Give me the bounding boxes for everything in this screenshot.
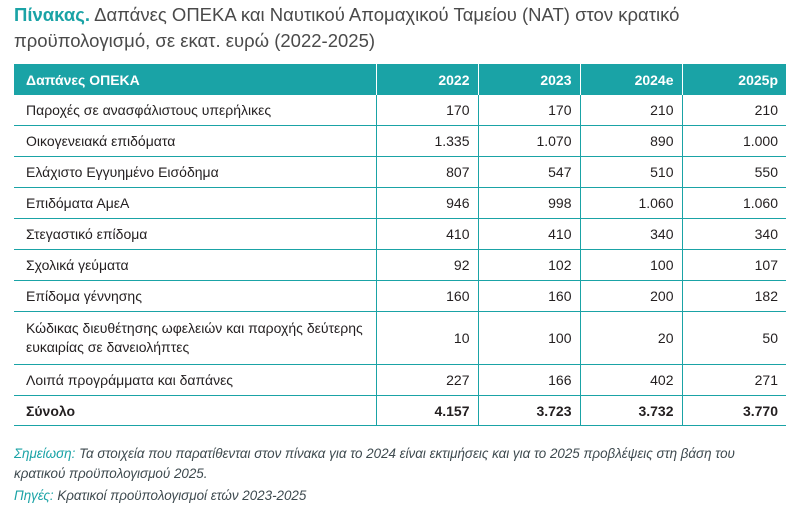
total-value: 3.723	[477, 395, 580, 426]
column-header: 2022	[375, 64, 478, 95]
page-title: Πίνακας. Δαπάνες ΟΠΕΚΑ και Ναυτικού Απομ…	[14, 2, 786, 54]
note-text: Τα στοιχεία που παρατίθενται στον πίνακα…	[14, 446, 735, 481]
cell-value: 92	[375, 249, 478, 281]
cell-value: 160	[375, 280, 478, 312]
source-label: Πηγές:	[14, 488, 54, 503]
table-row: Στεγαστικό επίδομα 410 410 340 340	[14, 218, 786, 250]
cell-value: 550	[681, 156, 786, 188]
row-label: Επίδομα γέννησης	[14, 280, 376, 312]
cell-value: 410	[477, 218, 580, 250]
cell-value: 160	[477, 280, 580, 312]
cell-value: 1.060	[579, 187, 682, 219]
cell-value: 340	[681, 218, 786, 250]
row-label: Επιδόματα ΑμεΑ	[14, 187, 376, 219]
cell-value: 1.060	[681, 187, 786, 219]
cell-value: 890	[579, 125, 682, 157]
cell-value: 402	[579, 364, 682, 396]
cell-value: 107	[681, 249, 786, 281]
cell-value: 340	[579, 218, 682, 250]
cell-value: 1.070	[477, 125, 580, 157]
total-row: Σύνολο 4.157 3.723 3.732 3.770	[14, 395, 786, 426]
row-label: Παροχές σε ανασφάλιστους υπερήλικες	[14, 95, 376, 126]
cell-value: 210	[681, 95, 786, 126]
cell-value: 170	[477, 95, 580, 126]
cell-value: 210	[579, 95, 682, 126]
column-header: 2024e	[579, 64, 682, 95]
title-lead: Πίνακας.	[14, 4, 90, 25]
total-value: 3.770	[681, 395, 786, 426]
total-value: 3.732	[579, 395, 682, 426]
total-value: 4.157	[375, 395, 478, 426]
cell-value: 50	[681, 311, 786, 365]
cell-value: 20	[579, 311, 682, 365]
table-row: Σχολικά γεύματα 92 102 100 107	[14, 249, 786, 281]
table-note: Σημείωση: Τα στοιχεία που παρατίθενται σ…	[14, 444, 786, 484]
title-text: Δαπάνες ΟΠΕΚΑ και Ναυτικού Απομαχικού Τα…	[14, 4, 680, 51]
row-label: Λοιπά προγράμματα και δαπάνες	[14, 364, 376, 396]
cell-value: 807	[375, 156, 478, 188]
cell-value: 1.335	[375, 125, 478, 157]
spending-table: Δαπάνες ΟΠΕΚΑ 2022 2023 2024e 2025p Παρο…	[14, 64, 786, 426]
cell-value: 547	[477, 156, 580, 188]
cell-value: 1.000	[681, 125, 786, 157]
column-header: 2023	[477, 64, 580, 95]
row-label: Ελάχιστο Εγγυημένο Εισόδημα	[14, 156, 376, 188]
column-header: 2025p	[681, 64, 786, 95]
table-row: Κώδικας διευθέτησης ωφελειών και παροχής…	[14, 311, 786, 365]
cell-value: 200	[579, 280, 682, 312]
row-label: Στεγαστικό επίδομα	[14, 218, 376, 250]
table-source: Πηγές: Κρατικοί προϋπολογισμοί ετών 2023…	[14, 486, 786, 506]
row-label: Σχολικά γεύματα	[14, 249, 376, 281]
table-row: Επιδόματα ΑμεΑ 946 998 1.060 1.060	[14, 187, 786, 219]
cell-value: 102	[477, 249, 580, 281]
cell-value: 410	[375, 218, 478, 250]
source-text: Κρατικοί προϋπολογισμοί ετών 2023-2025	[57, 488, 307, 503]
cell-value: 10	[375, 311, 478, 365]
cell-value: 166	[477, 364, 580, 396]
column-header: Δαπάνες ΟΠΕΚΑ	[14, 64, 376, 95]
table-row: Επίδομα γέννησης 160 160 200 182	[14, 280, 786, 312]
table-row: Οικογενειακά επιδόματα 1.335 1.070 890 1…	[14, 125, 786, 157]
cell-value: 271	[681, 364, 786, 396]
cell-value: 227	[375, 364, 478, 396]
cell-value: 100	[579, 249, 682, 281]
table-row: Ελάχιστο Εγγυημένο Εισόδημα 807 547 510 …	[14, 156, 786, 188]
row-label: Κώδικας διευθέτησης ωφελειών και παροχής…	[14, 311, 376, 365]
cell-value: 100	[477, 311, 580, 365]
note-label: Σημείωση:	[14, 446, 76, 461]
cell-value: 182	[681, 280, 786, 312]
total-label: Σύνολο	[14, 395, 376, 426]
cell-value: 510	[579, 156, 682, 188]
cell-value: 946	[375, 187, 478, 219]
cell-value: 998	[477, 187, 580, 219]
table-row: Παροχές σε ανασφάλιστους υπερήλικες 170 …	[14, 95, 786, 126]
row-label: Οικογενειακά επιδόματα	[14, 125, 376, 157]
cell-value: 170	[375, 95, 478, 126]
table-row: Λοιπά προγράμματα και δαπάνες 227 166 40…	[14, 364, 786, 396]
table-header-row: Δαπάνες ΟΠΕΚΑ 2022 2023 2024e 2025p	[14, 64, 786, 95]
